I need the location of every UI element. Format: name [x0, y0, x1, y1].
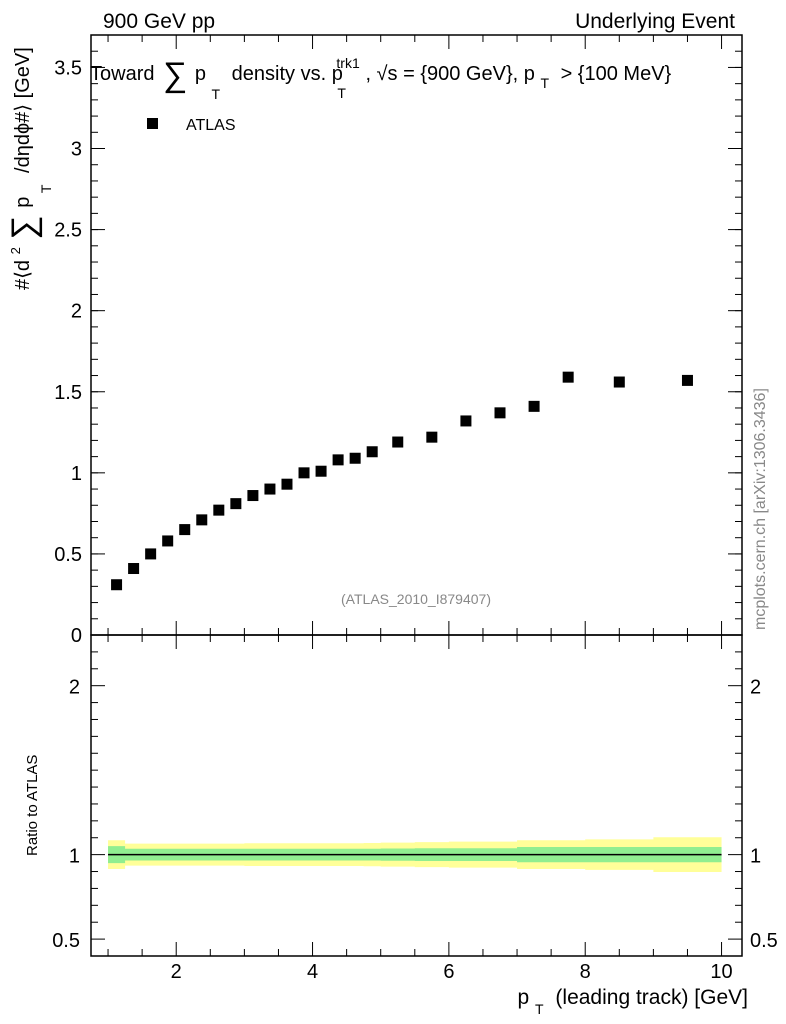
xlabel-rest: (leading track) [GeV]: [555, 986, 748, 1009]
data-point: [162, 535, 174, 547]
ratio-panel-frame: [90, 634, 743, 957]
ylabel-sup: 2: [8, 247, 23, 254]
data-point: [315, 465, 327, 477]
data-point: [681, 374, 693, 386]
data-point: [264, 483, 276, 495]
x-tick-label: 4: [307, 961, 318, 983]
title-p: p: [195, 63, 206, 85]
x-tick-label: 8: [580, 961, 591, 983]
data-point: [392, 436, 404, 448]
data-point: [247, 490, 259, 502]
side-label: mcplots.cern.ch [arXiv:1306.3436]: [752, 388, 769, 630]
main-title: Toward ∑ p T density vs. p trk1 T , √s =…: [90, 51, 672, 104]
title-sum-symbol: ∑: [163, 56, 187, 94]
main-y-tick-label: 3.5: [54, 57, 82, 79]
ratio-y-tick-label: 1: [69, 846, 80, 868]
ratio-y-tick-label-right: 2: [750, 677, 761, 699]
data-point: [145, 548, 157, 560]
data-point: [298, 467, 310, 479]
data-point: [196, 514, 208, 526]
ratio-y-tick-label-right: 1: [750, 846, 761, 868]
main-y-tick-label: 1: [71, 463, 82, 485]
main-y-tick-label: 2: [71, 301, 82, 323]
title-cut: > {100 MeV}: [561, 63, 672, 85]
main-y-axis-label: #⟨d 2 ∑ p T /dηdϕ#⟩ [GeV]: [3, 47, 56, 290]
ratio-y-tick-label: 2: [69, 677, 80, 699]
xlabel-p: p: [517, 986, 529, 1009]
title-energy: , √s = {900 GeV}, p: [365, 63, 534, 85]
main-data-points: [111, 371, 693, 591]
data-point: [230, 498, 242, 510]
main-y-tick-label: 0.5: [54, 544, 82, 566]
x-tick-label: 2: [171, 961, 182, 983]
data-point: [460, 415, 472, 427]
title-cut-sub: T: [540, 75, 549, 91]
ratio-axis-ticks: 0.5 0.5 1 1 2 2 2 4 6 8 10: [52, 634, 778, 983]
header-left: 900 GeV pp: [103, 10, 215, 33]
data-point: [349, 452, 361, 464]
analysis-id-label: (ATLAS_2010_I879407): [341, 591, 491, 607]
ylabel-p: p: [12, 197, 34, 208]
ylabel-pre: #⟨d: [12, 260, 34, 290]
data-point: [426, 431, 438, 443]
main-y-tick-label: 1.5: [54, 382, 82, 404]
ratio-y-tick-label-right: 0.5: [750, 930, 778, 952]
header-right: Underlying Event: [575, 10, 735, 33]
ylabel-sum-symbol: ∑: [5, 215, 43, 239]
data-point: [128, 563, 140, 575]
data-point: [213, 504, 225, 516]
main-y-tick-label: 2.5: [54, 220, 82, 242]
main-y-tick-label: 0: [71, 625, 82, 647]
title-pre: Toward: [90, 63, 154, 85]
main-axis-ticks: 0 0.5 1 1.5 2 2.5 3 3.5: [54, 34, 742, 647]
data-point: [494, 407, 506, 419]
legend-marker-atlas: [147, 118, 158, 129]
ratio-y-tick-label: 0.5: [52, 930, 80, 952]
title-trk-sub: T: [337, 85, 346, 101]
title-p-sub: T: [212, 86, 221, 102]
data-point: [332, 454, 344, 466]
data-point: [281, 478, 293, 490]
ylabel-post: /dηdϕ#⟩ [GeV]: [12, 47, 34, 173]
data-point: [562, 371, 574, 383]
legend-label-atlas: ATLAS: [186, 117, 236, 134]
data-point: [179, 524, 191, 536]
data-point: [613, 376, 625, 388]
xlabel-p-sub: T: [535, 1001, 544, 1017]
x-tick-label: 6: [443, 961, 454, 983]
x-axis-label: p T (leading track) [GeV]: [517, 986, 748, 1019]
title-trk-sup: trk1: [336, 55, 360, 71]
ylabel-p-sub: T: [38, 184, 54, 193]
data-point: [366, 446, 378, 458]
main-y-tick-label: 3: [71, 139, 82, 161]
data-point: [111, 579, 123, 591]
ratio-y-axis-label: Ratio to ATLAS: [24, 755, 41, 856]
data-point: [528, 400, 540, 412]
title-mid: density vs. p: [232, 63, 343, 85]
x-tick-label: 10: [710, 961, 732, 983]
